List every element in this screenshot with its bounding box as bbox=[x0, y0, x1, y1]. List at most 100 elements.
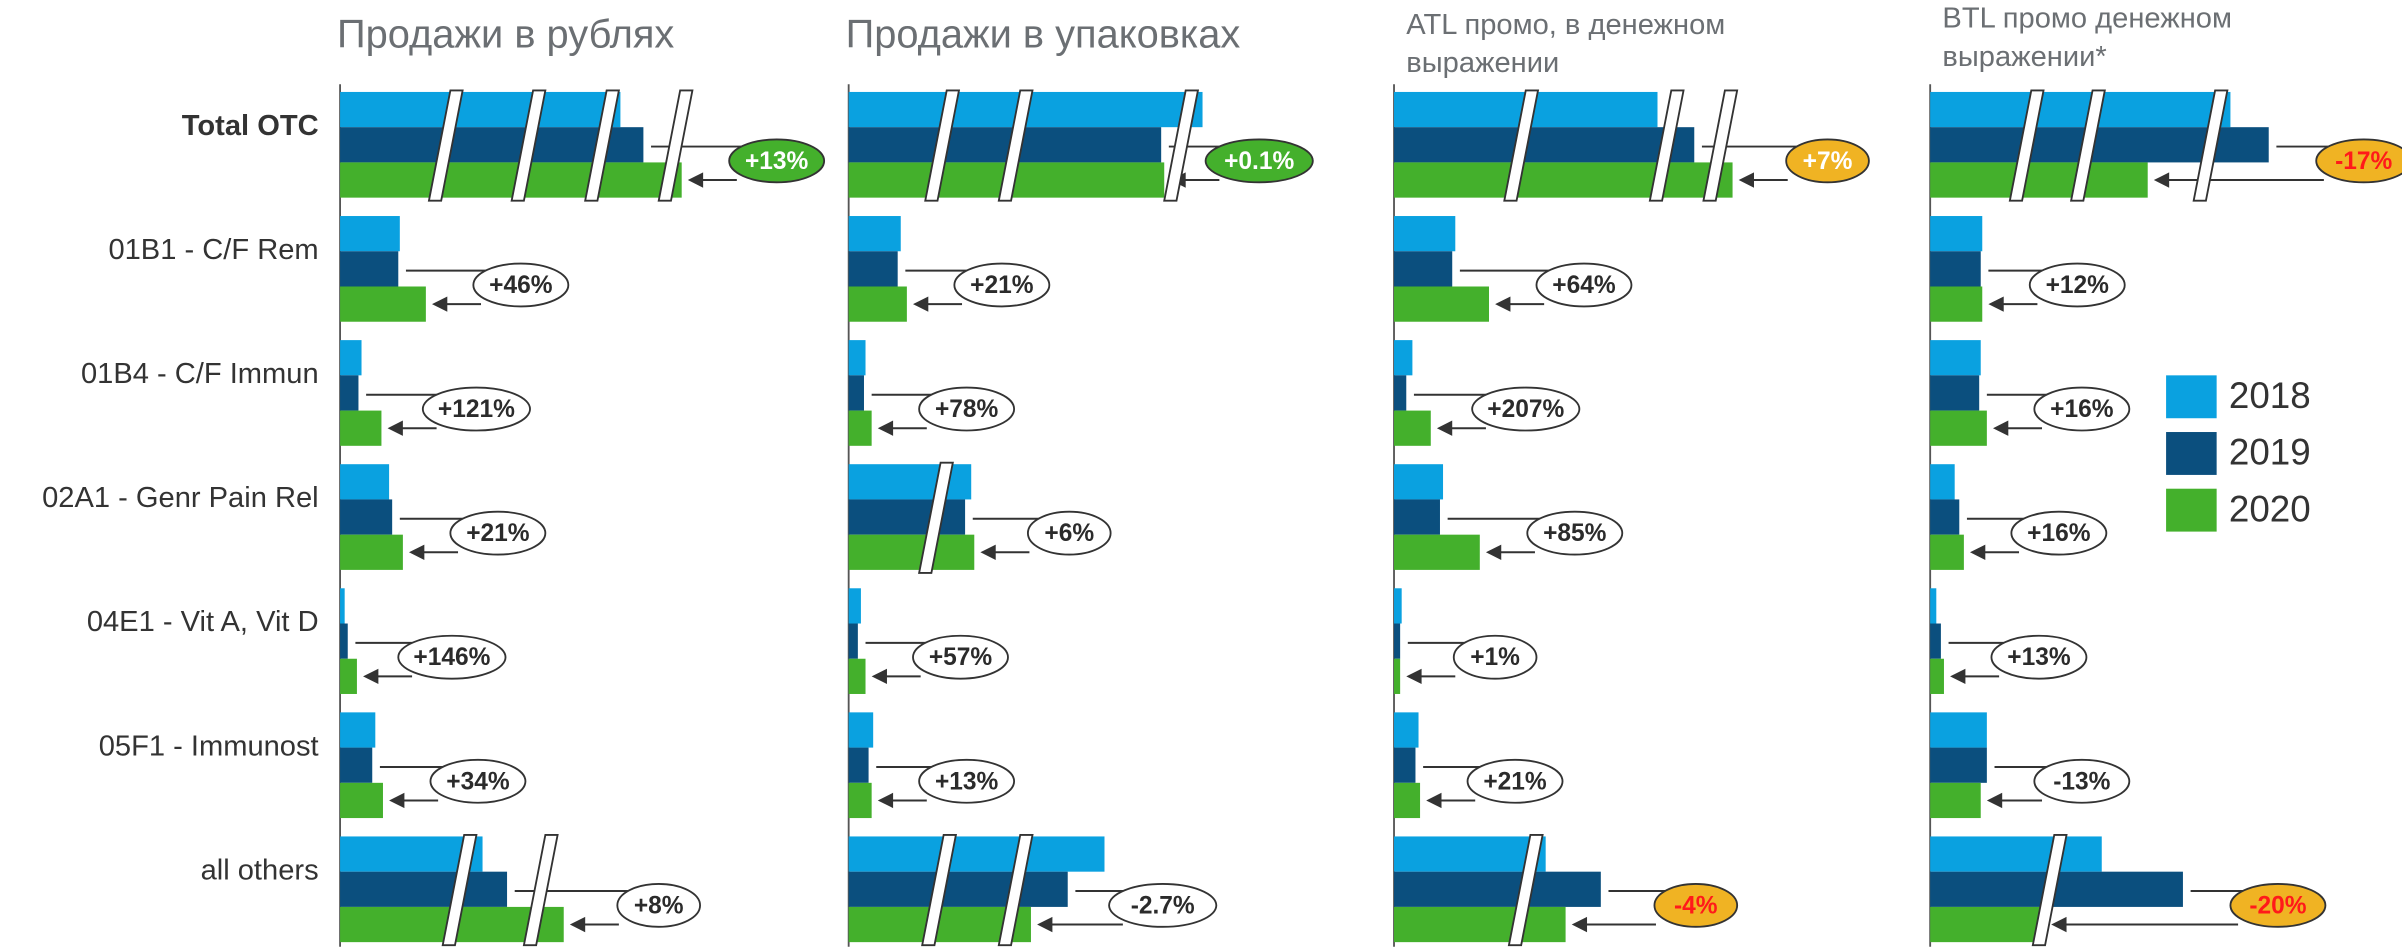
change-label: +64% bbox=[1552, 272, 1616, 299]
change-label: +12% bbox=[2046, 272, 2110, 299]
legend-label: 2018 bbox=[2229, 375, 2311, 416]
change-label: +16% bbox=[2050, 396, 2114, 423]
arrow-head bbox=[877, 420, 894, 436]
bar bbox=[848, 286, 907, 322]
bar bbox=[1394, 464, 1444, 500]
bar bbox=[1930, 162, 2148, 198]
arrow-head bbox=[871, 668, 887, 685]
bar bbox=[1394, 588, 1402, 624]
axis-break bbox=[584, 89, 620, 202]
bar bbox=[1930, 251, 1981, 287]
bar bbox=[848, 836, 1105, 872]
change-label: +0.1% bbox=[1224, 148, 1294, 175]
arrow-head bbox=[363, 668, 379, 685]
bar bbox=[1394, 871, 1601, 907]
bar bbox=[340, 162, 682, 198]
arrow-head bbox=[1426, 792, 1442, 809]
bar bbox=[1394, 712, 1419, 748]
change-badge bbox=[1535, 262, 1633, 308]
change-badge bbox=[918, 758, 1016, 804]
axis-break bbox=[1702, 89, 1739, 202]
bar bbox=[1930, 410, 1987, 446]
change-badge bbox=[1653, 883, 1739, 928]
change-label: -13% bbox=[2053, 768, 2110, 795]
change-badge bbox=[2315, 138, 2402, 184]
axis-break bbox=[441, 833, 478, 947]
bar bbox=[1394, 251, 1453, 287]
bar bbox=[848, 375, 864, 411]
bar bbox=[1930, 375, 1980, 411]
change-badge bbox=[616, 883, 701, 928]
change-badge bbox=[397, 634, 507, 680]
category-label: 04E1 - Vit A, Vit D bbox=[87, 606, 319, 638]
change-badge bbox=[472, 262, 570, 308]
change-label: -17% bbox=[2335, 148, 2392, 175]
change-label: +13% bbox=[745, 148, 809, 175]
bar bbox=[340, 464, 390, 500]
panel-title: выражении bbox=[1406, 47, 1559, 79]
axis-break bbox=[1503, 89, 1540, 202]
bar bbox=[340, 658, 357, 694]
change-badge bbox=[2033, 386, 2131, 432]
change-label: +121% bbox=[438, 396, 515, 423]
bar bbox=[848, 534, 975, 570]
arrow-head bbox=[1037, 916, 1053, 933]
bar bbox=[340, 747, 373, 783]
bar bbox=[848, 712, 874, 748]
bar bbox=[1394, 499, 1440, 535]
bar bbox=[340, 340, 362, 376]
bar bbox=[848, 464, 972, 500]
change-badge bbox=[2010, 510, 2108, 556]
arrow-head bbox=[431, 296, 448, 312]
arrow-head bbox=[913, 296, 929, 312]
bar bbox=[848, 782, 872, 819]
bar bbox=[1394, 782, 1421, 819]
bar bbox=[848, 623, 858, 659]
axis-break bbox=[427, 89, 464, 202]
change-label: +34% bbox=[446, 768, 510, 795]
change-label: +85% bbox=[1543, 520, 1607, 547]
change-badge bbox=[953, 262, 1051, 308]
bar bbox=[1930, 623, 1941, 659]
change-label: +8% bbox=[634, 892, 684, 919]
bar bbox=[1394, 906, 1566, 943]
bar bbox=[1930, 782, 1981, 819]
axis-break bbox=[1507, 833, 1544, 947]
change-label: +21% bbox=[970, 272, 1034, 299]
change-badge bbox=[429, 758, 527, 804]
bar bbox=[340, 375, 359, 411]
category-label: all others bbox=[201, 854, 319, 886]
legend-swatch bbox=[2166, 488, 2217, 532]
panel-title: ATL промо, в денежном bbox=[1406, 9, 1725, 41]
arrow-head bbox=[1436, 420, 1453, 436]
panel-title: Продажи в рублях bbox=[337, 12, 674, 56]
axis-break bbox=[522, 833, 559, 947]
bar bbox=[1394, 747, 1416, 783]
change-badge bbox=[1990, 634, 2088, 680]
axis-break bbox=[997, 833, 1034, 947]
category-label: 01B4 - C/F Immun bbox=[81, 358, 319, 390]
panel-title: Продажи в упаковках bbox=[846, 12, 1241, 56]
change-badge bbox=[1466, 758, 1564, 804]
bar bbox=[340, 410, 382, 446]
bar bbox=[1930, 464, 1955, 500]
change-label: +21% bbox=[1483, 768, 1547, 795]
change-label: +207% bbox=[1487, 396, 1564, 423]
arrow-head bbox=[1571, 916, 1588, 933]
axis-break bbox=[2008, 89, 2045, 202]
arrow-head bbox=[1738, 172, 1755, 188]
change-label: -2.7% bbox=[1131, 892, 1195, 919]
arrow-head bbox=[569, 916, 586, 933]
bar bbox=[340, 871, 508, 907]
bar bbox=[340, 216, 400, 252]
arrow-head bbox=[1970, 544, 1986, 560]
bar bbox=[848, 658, 866, 694]
bar bbox=[848, 588, 861, 624]
change-badge bbox=[728, 138, 826, 184]
change-label: -4% bbox=[1674, 892, 1718, 919]
change-label: +1% bbox=[1470, 644, 1520, 671]
bar bbox=[848, 251, 898, 287]
change-badge bbox=[912, 634, 1009, 680]
bar bbox=[1930, 906, 2046, 943]
